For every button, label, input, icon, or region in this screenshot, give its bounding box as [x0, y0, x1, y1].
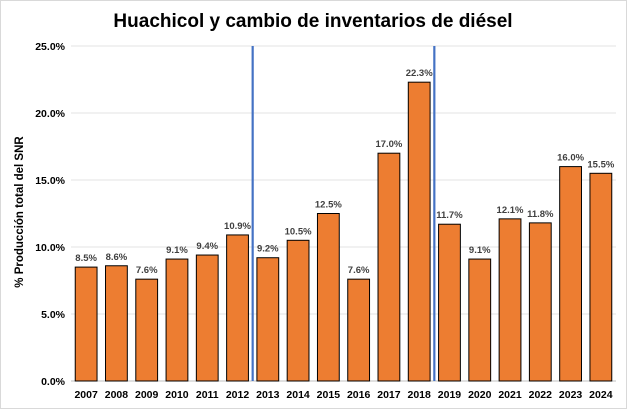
x-tick-label: 2022	[529, 389, 553, 401]
data-label: 12.5%	[315, 200, 342, 211]
y-axis-label: % Producción total del SNR	[14, 136, 26, 288]
bar-2022	[528, 222, 552, 382]
data-label: 10.9%	[224, 221, 251, 232]
bar-2010	[165, 258, 189, 382]
x-tick-label: 2024	[589, 389, 613, 401]
data-label: 12.1%	[497, 205, 524, 216]
x-tick-label: 2020	[468, 389, 492, 401]
y-tick-label: 25.0%	[35, 41, 65, 53]
x-tick-label: 2007	[74, 389, 98, 401]
bar-2018	[407, 81, 431, 382]
bar-2019	[438, 223, 461, 382]
data-label: 9.4%	[196, 241, 218, 252]
x-tick-label: 2010	[165, 389, 189, 401]
bar-2021	[498, 218, 522, 382]
bar-2015	[316, 213, 340, 382]
y-tick-label: 10.0%	[35, 242, 65, 254]
data-label: 7.6%	[348, 265, 370, 276]
bar-2020	[468, 258, 492, 382]
data-label: 9.1%	[469, 245, 491, 256]
x-tick-label: 2009	[135, 389, 159, 401]
bar-2023	[559, 166, 582, 382]
bar-2014	[286, 239, 310, 382]
x-tick-label: 2008	[105, 389, 129, 401]
y-tick-label: 15.0%	[35, 175, 65, 187]
data-label: 16.0%	[557, 153, 584, 164]
bar-2016	[347, 278, 371, 382]
bar-2009	[135, 278, 159, 382]
bar-2017	[377, 152, 401, 382]
x-tick-label: 2023	[559, 389, 583, 401]
data-label: 8.5%	[75, 253, 97, 264]
x-tick-label: 2012	[226, 389, 250, 401]
bar-2008	[105, 265, 128, 382]
y-tick-label: 20.0%	[35, 108, 65, 120]
data-label: 8.6%	[106, 252, 128, 263]
bar-2007	[74, 266, 98, 382]
x-tick-label: 2017	[377, 389, 401, 401]
x-tick-label: 2021	[498, 389, 522, 401]
data-label: 9.1%	[166, 245, 188, 256]
bar-2012	[226, 234, 249, 382]
x-tick-label: 2016	[347, 389, 371, 401]
data-label: 7.6%	[136, 265, 158, 276]
bar-2011	[195, 254, 219, 382]
data-label: 22.3%	[406, 68, 433, 79]
data-label: 11.7%	[436, 210, 463, 221]
bar-2024	[589, 172, 613, 382]
data-label: 10.5%	[285, 226, 312, 237]
data-label: 15.5%	[587, 159, 614, 170]
data-label: 17.0%	[375, 139, 402, 150]
x-tick-label: 2018	[408, 389, 432, 401]
chart-title: Huachicol y cambio de inventarios de dié…	[113, 11, 512, 32]
y-tick-label: 5.0%	[41, 309, 66, 321]
x-tick-label: 2013	[256, 389, 280, 401]
x-tick-label: 2019	[438, 389, 462, 401]
y-tick-label: 0.0%	[41, 376, 66, 388]
data-label: 9.2%	[257, 244, 279, 255]
x-tick-label: 2014	[286, 389, 310, 401]
x-tick-label: 2015	[317, 389, 341, 401]
x-tick-label: 2011	[196, 389, 219, 401]
data-label: 11.8%	[527, 209, 554, 220]
bar-2013	[256, 257, 280, 382]
